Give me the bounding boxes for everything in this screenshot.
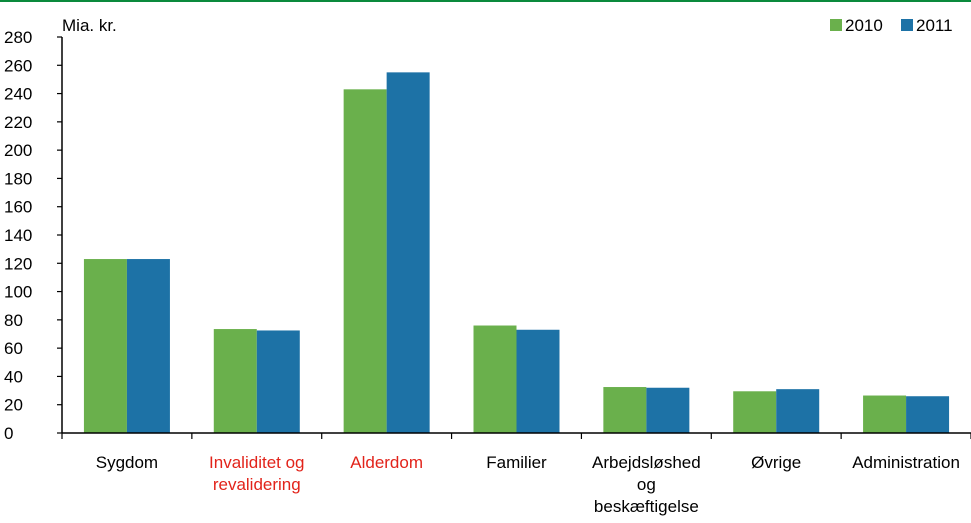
bar-2010-2 bbox=[213, 329, 257, 433]
x-category-label: revalidering bbox=[213, 475, 301, 494]
y-tick-label: 0 bbox=[4, 424, 13, 443]
y-tick-label: 40 bbox=[4, 367, 23, 386]
y-axis: 0 20 40 60 80 100 120 140 160 180 200 220 240 260 280 bbox=[4, 28, 63, 443]
x-category-label: Øvrige bbox=[751, 453, 801, 472]
y-tick-label: 280 bbox=[4, 28, 32, 47]
bar-2011-7 bbox=[906, 396, 950, 433]
legend-swatch-2011 bbox=[901, 19, 913, 31]
x-category-label: Invaliditet og bbox=[209, 453, 304, 472]
y-tick-label: 140 bbox=[4, 226, 32, 245]
bar-2011-4 bbox=[516, 329, 560, 433]
bar-2010-4 bbox=[473, 325, 517, 433]
bar-2010-3 bbox=[343, 89, 387, 433]
bar-2011-6 bbox=[776, 389, 820, 433]
y-tick-label: 80 bbox=[4, 311, 23, 330]
x-category-label: Familier bbox=[486, 453, 547, 472]
bar-2011-2 bbox=[256, 330, 300, 433]
y-tick-label: 220 bbox=[4, 113, 32, 132]
x-category-label: Alderdom bbox=[350, 453, 423, 472]
y-tick-label: 180 bbox=[4, 169, 32, 188]
x-category-label: og bbox=[637, 475, 656, 494]
y-tick-label: 60 bbox=[4, 339, 23, 358]
legend-label-2011: 2011 bbox=[916, 16, 953, 35]
x-axis: Sygdom Invaliditet og revalidering Alderdom… bbox=[61, 432, 971, 516]
bar-2010-1 bbox=[83, 259, 127, 433]
y-tick-label: 100 bbox=[4, 283, 32, 302]
y-tick-label: 20 bbox=[4, 396, 23, 415]
y-tick-label: 160 bbox=[4, 198, 32, 217]
x-category-label: Administration bbox=[852, 453, 960, 472]
y-tick-label: 240 bbox=[4, 85, 32, 104]
legend-swatch-2010 bbox=[830, 19, 842, 31]
bar-2011-3 bbox=[386, 72, 430, 433]
y-tick-label: 200 bbox=[4, 141, 32, 160]
bars bbox=[83, 72, 950, 433]
bar-2010-6 bbox=[733, 391, 777, 433]
x-category-label: Arbejdsløshed bbox=[592, 453, 701, 472]
legend-label-2010: 2010 bbox=[845, 16, 883, 35]
y-tick-label: 260 bbox=[4, 56, 32, 75]
bar-2011-5 bbox=[646, 387, 690, 433]
y-unit-label: Mia. kr. bbox=[62, 16, 117, 35]
legend: 2010 2011 bbox=[830, 16, 953, 35]
x-category-label: Sygdom bbox=[96, 453, 158, 472]
y-tick-label: 120 bbox=[4, 254, 32, 273]
bar-2011-1 bbox=[126, 259, 170, 433]
x-category-label: beskæftigelse bbox=[594, 497, 699, 516]
bar-2010-5 bbox=[603, 387, 647, 433]
bar-2010-7 bbox=[863, 395, 907, 433]
